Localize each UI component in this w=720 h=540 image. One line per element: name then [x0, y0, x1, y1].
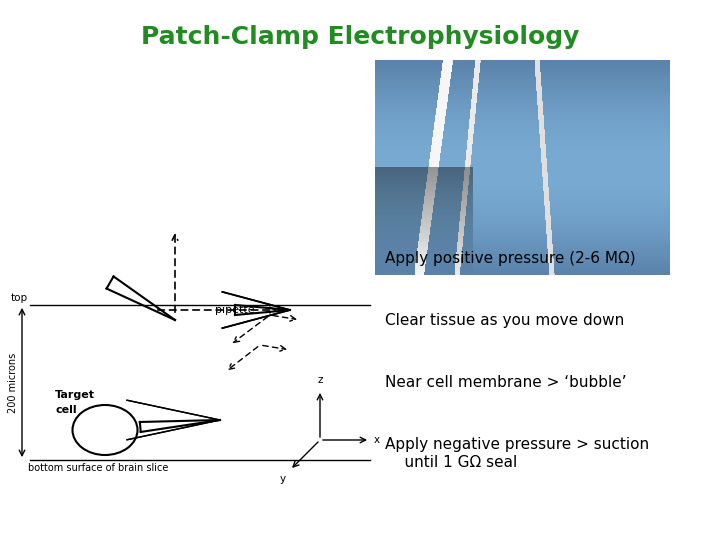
Text: top: top [11, 293, 28, 303]
Text: pipette: pipette [215, 305, 255, 315]
Text: 200 microns: 200 microns [8, 353, 18, 413]
Text: Patch-Clamp Electrophysiology: Patch-Clamp Electrophysiology [141, 25, 579, 49]
Text: Clear tissue as you move down: Clear tissue as you move down [385, 313, 624, 328]
Text: y: y [280, 474, 286, 484]
Text: cell: cell [55, 405, 76, 415]
Text: Target: Target [55, 390, 95, 400]
Text: z: z [318, 375, 323, 385]
Text: Near cell membrane > ‘bubble’: Near cell membrane > ‘bubble’ [385, 375, 627, 390]
Text: Apply negative pressure > suction
    until 1 GΩ seal: Apply negative pressure > suction until … [385, 437, 649, 470]
Text: Apply positive pressure (2-6 MΩ): Apply positive pressure (2-6 MΩ) [385, 251, 636, 266]
Text: bottom surface of brain slice: bottom surface of brain slice [28, 463, 168, 473]
Text: x: x [374, 435, 380, 445]
